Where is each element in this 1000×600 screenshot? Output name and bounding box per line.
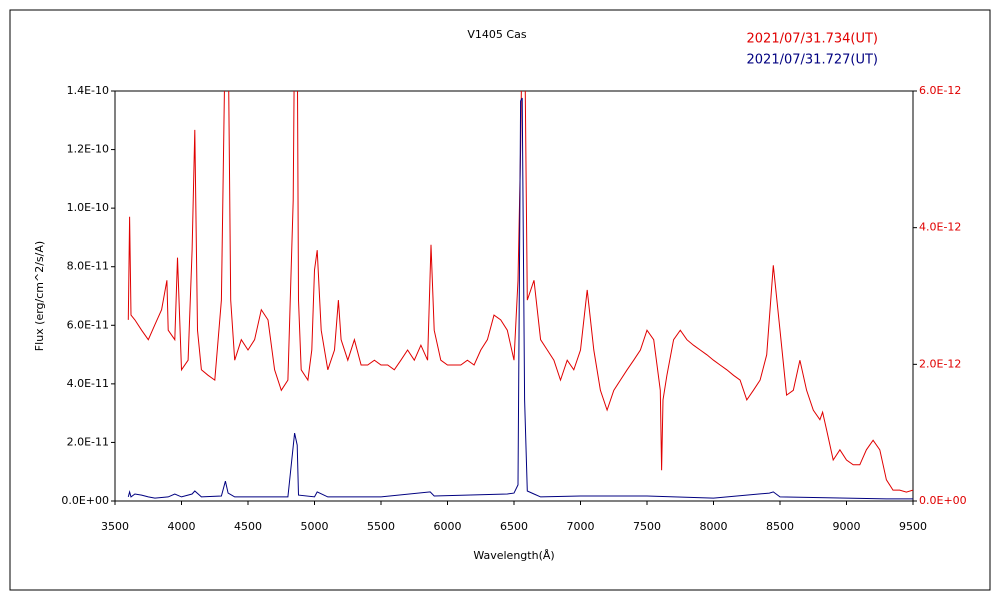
x-tick-label: 5500 (367, 520, 395, 533)
x-tick-label: 4500 (234, 520, 262, 533)
x-tick-label: 3500 (101, 520, 129, 533)
y2-tick-label: 0.0E+00 (919, 494, 967, 507)
y-tick-label: 1.2E-10 (67, 143, 109, 156)
x-tick-label: 4000 (168, 520, 196, 533)
y-tick-label: 0.0E+00 (61, 494, 109, 507)
y2-tick-label: 2.0E-12 (919, 357, 961, 370)
y-tick-label: 1.4E-10 (67, 84, 109, 97)
plot-area (127, 91, 913, 500)
legend-entry: 2021/07/31.734(UT) (747, 32, 878, 47)
x-tick-label: 9500 (899, 520, 927, 533)
x-tick-label: 7000 (567, 520, 595, 533)
y2-tick-label: 4.0E-12 (919, 221, 961, 234)
y-axis-label: Flux (erg/cm^2/s/A) (33, 241, 46, 351)
y-tick-label: 8.0E-11 (67, 260, 109, 273)
x-tick-label: 5000 (301, 520, 329, 533)
x-tick-label: 6000 (434, 520, 462, 533)
x-axis-label: Wavelength(Å) (473, 549, 554, 562)
x-tick-label: 7500 (633, 520, 661, 533)
y-tick-label: 1.0E-10 (67, 201, 109, 214)
x-tick-label: 8000 (700, 520, 728, 533)
y-tick-label: 2.0E-11 (67, 435, 109, 448)
x-tick-label: 8500 (766, 520, 794, 533)
y-tick-label: 4.0E-11 (67, 377, 109, 390)
y2-tick-label: 6.0E-12 (919, 84, 961, 97)
legend-entry: 2021/07/31.727(UT) (747, 53, 878, 68)
spectrum-line (127, 97, 913, 500)
chart-border (9, 9, 991, 591)
chart-title: V1405 Cas (467, 28, 526, 41)
x-tick-label: 9000 (833, 520, 861, 533)
y-tick-label: 6.0E-11 (67, 318, 109, 331)
x-tick-label: 6500 (500, 520, 528, 533)
spectrum-line (127, 91, 913, 493)
